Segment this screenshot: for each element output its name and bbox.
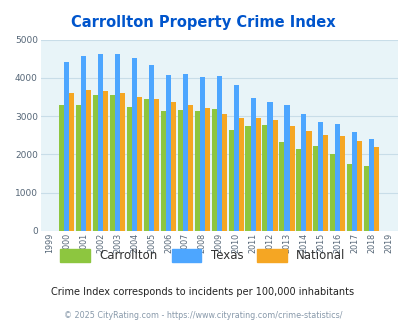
Bar bbox=[149, 65, 153, 231]
Bar bbox=[335, 124, 339, 231]
Bar bbox=[182, 74, 188, 231]
Bar bbox=[59, 105, 64, 231]
Bar bbox=[312, 147, 318, 231]
Bar bbox=[115, 54, 120, 231]
Bar bbox=[322, 135, 328, 231]
Bar bbox=[289, 126, 294, 231]
Bar bbox=[250, 98, 255, 231]
Bar bbox=[137, 97, 142, 231]
Bar bbox=[103, 91, 108, 231]
Bar bbox=[211, 109, 216, 231]
Bar bbox=[64, 62, 69, 231]
Bar bbox=[329, 154, 335, 231]
Bar bbox=[363, 166, 368, 231]
Bar bbox=[86, 90, 91, 231]
Bar bbox=[228, 130, 233, 231]
Bar bbox=[160, 111, 166, 231]
Bar bbox=[171, 102, 176, 231]
Text: © 2025 CityRating.com - https://www.cityrating.com/crime-statistics/: © 2025 CityRating.com - https://www.city… bbox=[64, 311, 341, 320]
Bar bbox=[120, 93, 125, 231]
Bar bbox=[194, 111, 199, 231]
Bar bbox=[132, 58, 137, 231]
Bar bbox=[306, 131, 311, 231]
Bar bbox=[166, 75, 171, 231]
Bar bbox=[205, 108, 209, 231]
Bar bbox=[339, 136, 345, 231]
Bar bbox=[199, 78, 205, 231]
Bar bbox=[245, 126, 250, 231]
Bar bbox=[279, 142, 284, 231]
Bar bbox=[296, 149, 301, 231]
Bar bbox=[233, 85, 238, 231]
Bar bbox=[93, 95, 98, 231]
Bar bbox=[221, 114, 226, 231]
Legend: Carrollton, Texas, National: Carrollton, Texas, National bbox=[57, 246, 348, 266]
Bar bbox=[216, 76, 221, 231]
Bar bbox=[272, 120, 277, 231]
Bar bbox=[238, 118, 243, 231]
Bar bbox=[255, 118, 260, 231]
Bar bbox=[373, 147, 378, 231]
Bar bbox=[76, 106, 81, 231]
Bar bbox=[351, 132, 356, 231]
Bar bbox=[127, 107, 132, 231]
Bar bbox=[143, 99, 149, 231]
Bar bbox=[267, 102, 272, 231]
Text: Carrollton Property Crime Index: Carrollton Property Crime Index bbox=[70, 15, 335, 30]
Bar bbox=[188, 106, 192, 231]
Bar bbox=[318, 121, 322, 231]
Bar bbox=[346, 164, 351, 231]
Bar bbox=[284, 106, 289, 231]
Bar bbox=[69, 93, 74, 231]
Bar bbox=[81, 56, 86, 231]
Bar bbox=[153, 99, 159, 231]
Bar bbox=[356, 141, 361, 231]
Bar bbox=[177, 110, 182, 231]
Bar bbox=[110, 95, 115, 231]
Bar bbox=[98, 54, 103, 231]
Text: Crime Index corresponds to incidents per 100,000 inhabitants: Crime Index corresponds to incidents per… bbox=[51, 287, 354, 297]
Bar bbox=[368, 139, 373, 231]
Bar bbox=[262, 125, 267, 231]
Bar bbox=[301, 114, 306, 231]
